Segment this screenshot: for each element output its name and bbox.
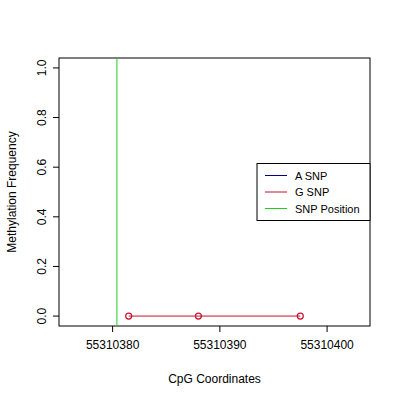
y-tick [53,67,59,68]
x-tick [112,326,113,332]
y-tick-label: 0.8 [35,109,49,126]
y-tick [53,117,59,118]
x-tick-label: 55310400 [300,338,354,352]
background [0,0,400,400]
plot-area [117,58,303,326]
x-tick [327,326,328,332]
x-axis-label: CpG Coordinates [168,372,261,386]
y-tick [53,167,59,168]
series-point [195,313,201,319]
legend: A SNP G SNP SNP Position [257,164,370,221]
y-axis-label: Methylation Frequency [5,131,19,252]
series-point [126,313,132,319]
y-tick-label: 0.4 [35,208,49,225]
y-tick [53,266,59,267]
legend-label: SNP Position [295,203,360,215]
x-tick-label: 55310380 [86,338,140,352]
plot-frame [59,58,370,326]
legend-box [257,164,370,221]
y-tick [53,216,59,217]
legend-swatch [265,175,287,176]
y-tick [53,316,59,317]
legend-swatch [265,208,287,209]
y-tick-label: 1.0 [35,59,49,76]
y-tick-label: 0.0 [35,307,49,324]
x-tick [219,326,220,332]
series-line [129,316,301,317]
x-tick-label: 55310390 [193,338,247,352]
legend-label: G SNP [295,186,329,198]
y-tick-label: 0.2 [35,258,49,275]
legend-swatch [265,192,287,193]
snp-position-line [116,58,117,326]
y-tick-label: 0.6 [35,159,49,176]
legend-label: A SNP [295,170,327,182]
series-point [297,313,303,319]
chart: 55310380 55310390 55310400 0.0 0.2 0.4 0.6 0.8 1… [0,0,400,400]
